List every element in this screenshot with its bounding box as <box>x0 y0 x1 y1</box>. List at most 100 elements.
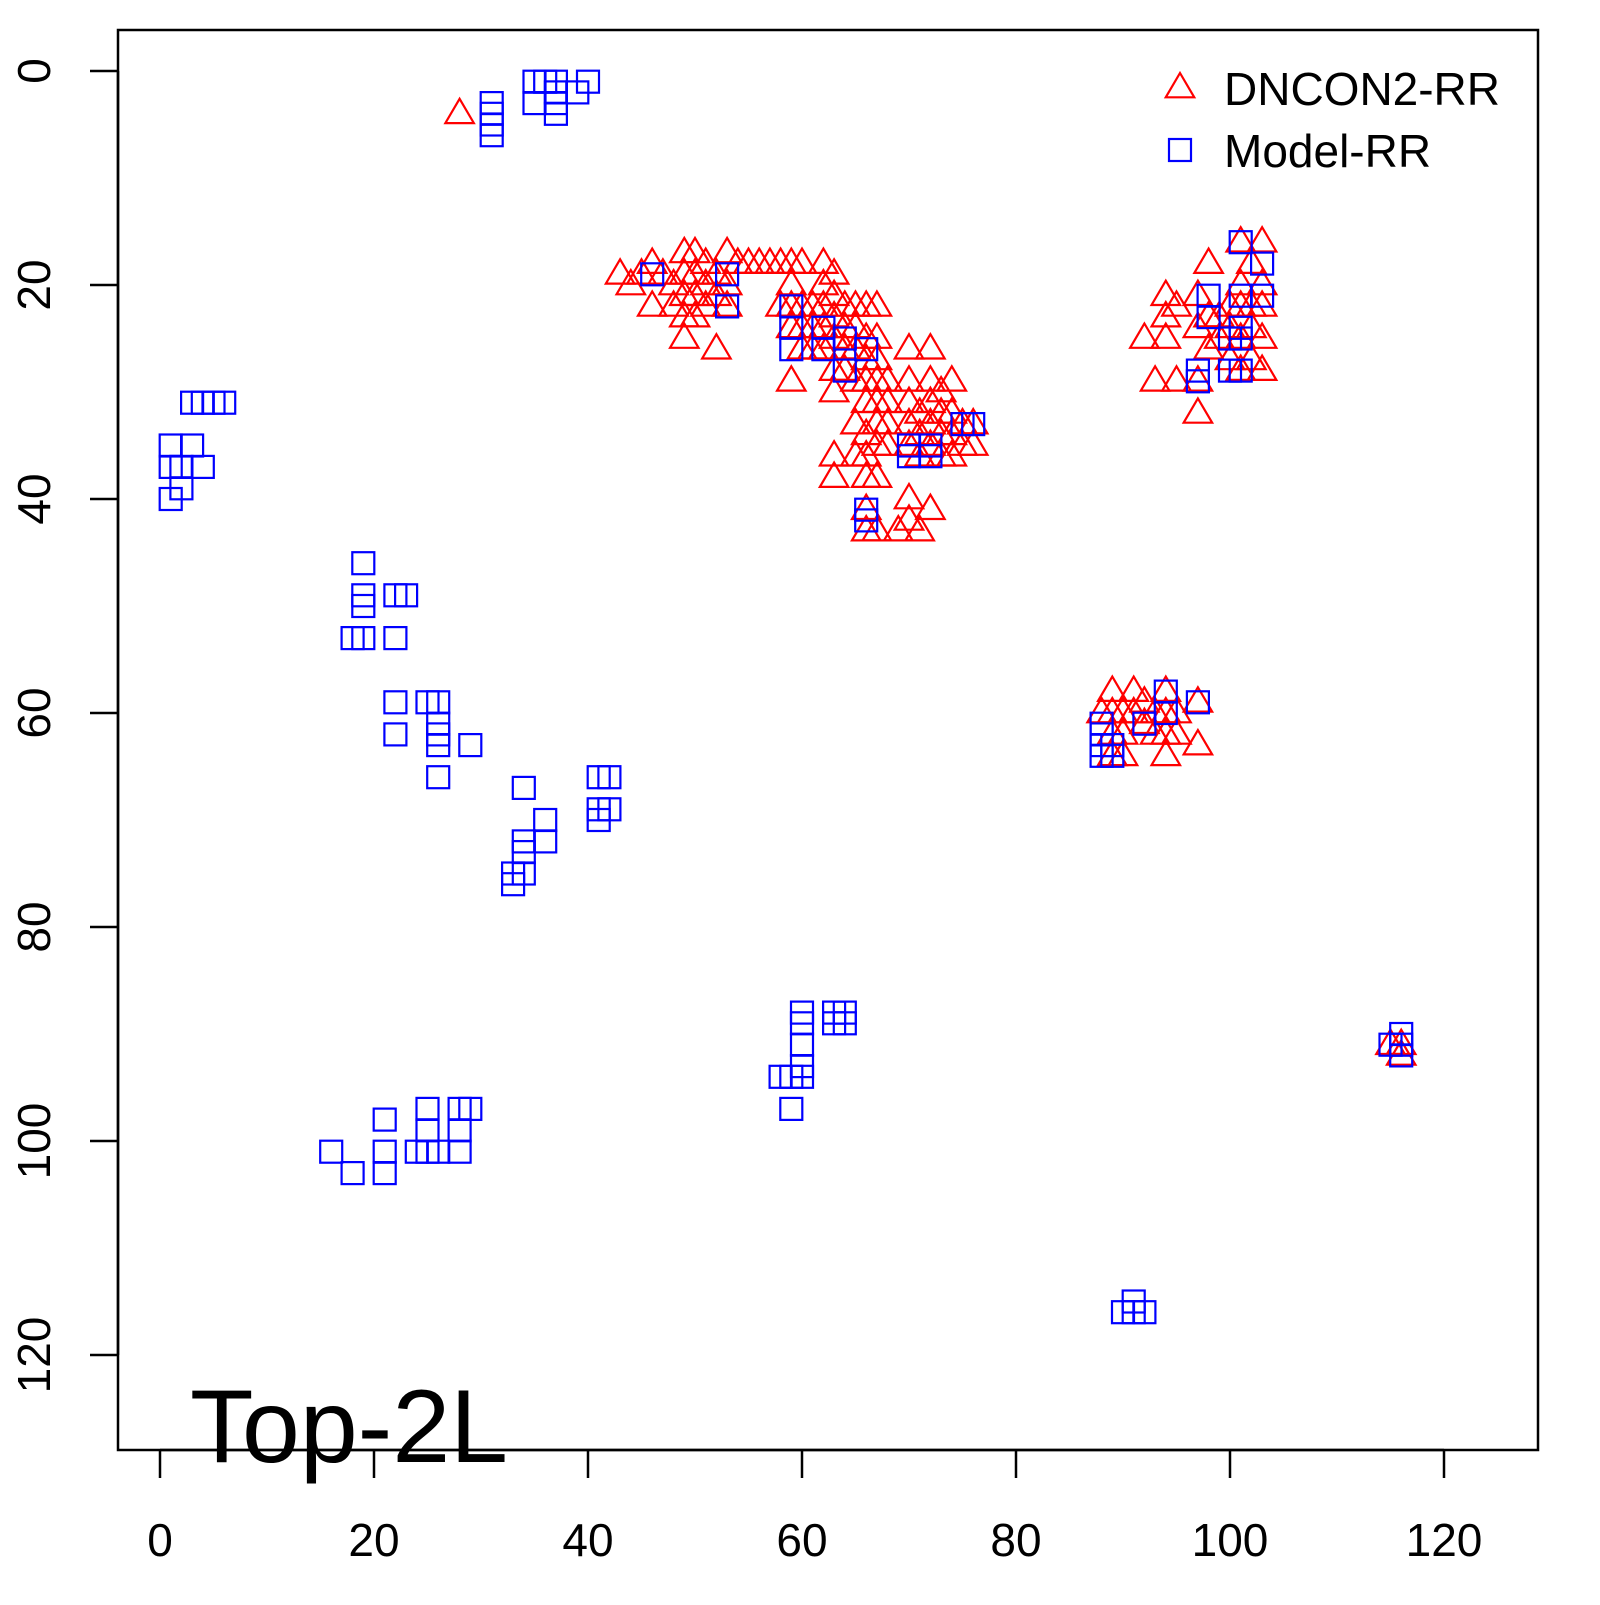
data-point-square <box>180 433 205 458</box>
data-point-square <box>511 861 536 886</box>
data-point-triangle <box>636 246 669 274</box>
data-point-triangle <box>892 364 926 392</box>
legend-label: DNCON2-RR <box>1224 63 1500 115</box>
y-tick-label: 20 <box>8 259 60 310</box>
data-point-triangle <box>710 267 744 296</box>
data-point-square <box>415 1096 440 1122</box>
data-point-square <box>1228 326 1253 351</box>
data-point-triangle <box>903 513 936 542</box>
data-point-square <box>394 583 419 608</box>
data-point-triangle <box>775 364 808 392</box>
data-point-square <box>1228 230 1253 255</box>
data-point-triangle <box>1181 396 1215 424</box>
x-tick-label: 60 <box>776 1514 827 1566</box>
data-point-triangle <box>914 492 947 521</box>
data-point-square <box>351 593 376 619</box>
data-point-triangle <box>1160 364 1193 392</box>
data-point-square <box>415 1118 440 1143</box>
data-point-triangle <box>1385 1038 1418 1066</box>
data-point-triangle <box>678 257 712 285</box>
data-point-square <box>640 262 665 287</box>
data-point-square <box>597 765 622 790</box>
data-point-triangle <box>1160 717 1193 745</box>
data-point-square <box>1100 743 1125 768</box>
data-point-triangle <box>839 406 872 435</box>
data-point-square <box>961 412 986 437</box>
data-point-square <box>426 732 451 758</box>
data-point-square <box>779 1096 804 1122</box>
y-tick-label: 0 <box>8 58 60 84</box>
data-point-triangle <box>1245 225 1279 253</box>
data-point-triangle <box>700 332 733 360</box>
y-tick-label: 80 <box>8 901 60 952</box>
data-point-square <box>426 765 451 790</box>
y-tick-label: 100 <box>8 1103 60 1180</box>
data-point-triangle <box>817 278 851 307</box>
data-point-triangle <box>957 428 990 456</box>
data-point-triangle <box>1224 225 1257 253</box>
data-point-square <box>575 69 601 94</box>
data-point-triangle <box>850 492 883 521</box>
data-point-square <box>479 123 504 148</box>
data-point-triangle <box>689 267 722 296</box>
y-tick-label: 40 <box>8 473 60 524</box>
data-point-triangle <box>892 385 926 414</box>
data-point-triangle <box>817 439 851 467</box>
data-point-triangle <box>860 460 894 488</box>
data-point-square <box>511 775 536 801</box>
data-point-triangle <box>914 385 947 414</box>
data-point-square <box>458 732 483 758</box>
data-point-triangle <box>860 289 894 317</box>
series-model-rr <box>158 69 1414 1325</box>
x-tick-label: 0 <box>147 1514 173 1566</box>
data-point-triangle <box>924 374 958 403</box>
series-dncon2-rr <box>443 96 1418 1066</box>
data-point-square <box>1196 305 1221 330</box>
data-point-square <box>854 337 879 362</box>
data-point-square <box>533 807 558 833</box>
data-point-square <box>714 294 740 319</box>
data-point-triangle <box>603 257 637 285</box>
data-point-square <box>1153 700 1178 726</box>
data-point-triangle <box>1245 321 1279 349</box>
data-point-triangle <box>817 257 851 285</box>
data-point-square <box>458 1096 483 1122</box>
data-point-triangle <box>1149 278 1182 307</box>
data-point-triangle <box>1128 321 1161 349</box>
data-point-square <box>1389 1043 1414 1068</box>
data-point-triangle <box>1149 738 1182 767</box>
data-point-triangle <box>860 342 894 371</box>
plot-annotation: Top-2L <box>190 1369 508 1485</box>
data-point-triangle <box>668 321 701 349</box>
legend-label: Model-RR <box>1224 125 1431 177</box>
data-point-triangle <box>1096 674 1129 702</box>
y-tick-label: 60 <box>8 687 60 738</box>
data-point-triangle <box>1245 267 1279 296</box>
data-point-triangle <box>443 96 476 125</box>
data-point-triangle <box>1245 289 1279 317</box>
points-layer <box>158 69 1418 1325</box>
data-point-square <box>854 508 879 533</box>
x-tick-label: 20 <box>348 1514 399 1566</box>
legend-marker-square <box>1167 137 1193 163</box>
data-point-triangle <box>614 267 647 296</box>
data-point-square <box>1228 358 1253 383</box>
axes-layer: 0 20 40 60 80 100 120 0 20 40 60 80 100 120 <box>8 28 1540 1566</box>
data-point-triangle <box>678 278 712 307</box>
data-point-triangle <box>871 406 904 435</box>
data-point-triangle <box>1138 364 1172 392</box>
data-point-triangle <box>892 406 926 435</box>
data-point-triangle <box>1149 299 1182 328</box>
data-point-triangle <box>860 513 894 542</box>
data-point-square <box>351 625 376 651</box>
x-tick-label: 120 <box>1406 1514 1483 1566</box>
data-point-square <box>1249 283 1275 308</box>
data-point-triangle <box>914 332 947 360</box>
data-point-square <box>383 625 408 651</box>
x-tick-label: 80 <box>990 1514 1041 1566</box>
data-point-triangle <box>710 289 744 317</box>
data-point-square <box>522 90 547 116</box>
data-point-square <box>447 1118 472 1143</box>
data-point-square <box>832 1011 857 1036</box>
data-point-square <box>1185 690 1211 715</box>
